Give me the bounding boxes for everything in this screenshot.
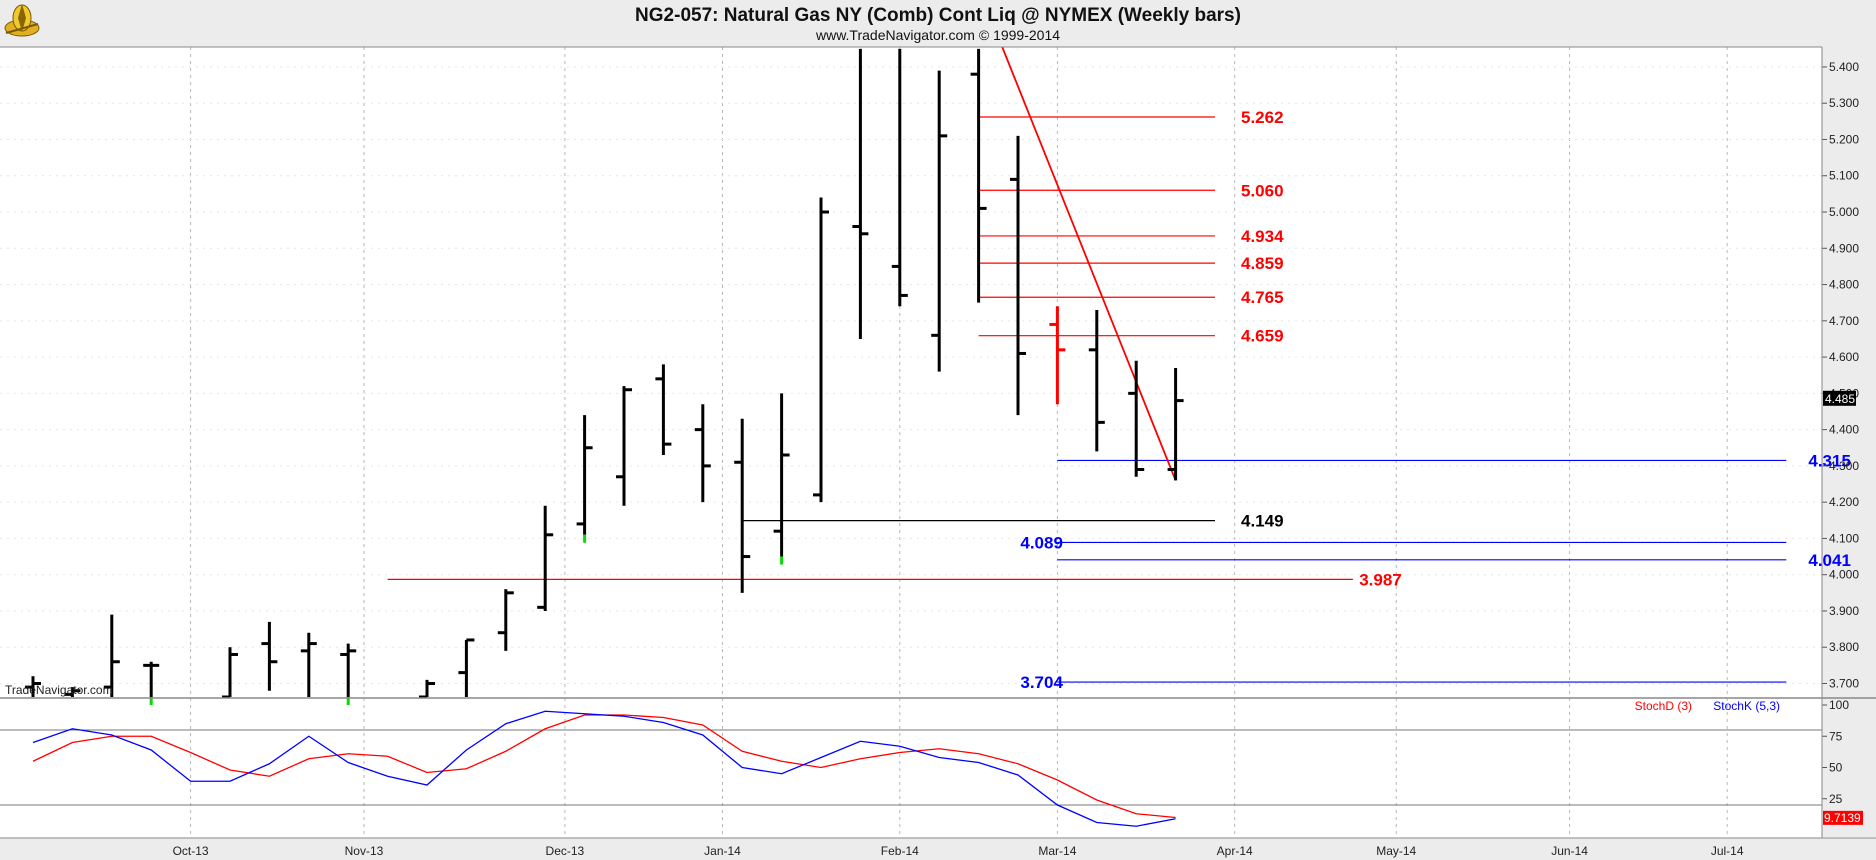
- x-tick-label: May-14: [1376, 844, 1416, 858]
- y-tick-label: 4.300: [1829, 459, 1859, 473]
- y-tick-label: 3.800: [1829, 640, 1859, 654]
- stoch-series-line: [32, 710, 1176, 827]
- y-tick-label: 4.600: [1829, 350, 1859, 364]
- stochastic-panel: 100 75 50 25 StochD (3) StochK (5,3) 9.7139: [0, 698, 1863, 827]
- chart-title: NG2-057: Natural Gas NY (Comb) Cont Liq …: [635, 5, 1241, 26]
- level-label: 4.765: [1241, 288, 1284, 307]
- ohlc-bar: [813, 197, 829, 503]
- y-tick-label: 5.200: [1829, 132, 1859, 146]
- ohlc-bar: [340, 643, 357, 705]
- x-axis-panel: [0, 838, 1876, 860]
- axes: Oct-13 Nov-13 Dec-13 Jan-14 Feb-14 Mar-14 Apr-…: [173, 60, 1860, 858]
- level-label: 4.934: [1241, 227, 1284, 246]
- ohlc-bar: [103, 614, 120, 697]
- y-tick-label: 4.700: [1829, 314, 1859, 328]
- ohlc-bar: [1088, 309, 1105, 452]
- trade-navigator-compass-logo-icon: [4, 4, 40, 37]
- ohlc-bar: [970, 48, 987, 303]
- level-label: 4.859: [1241, 254, 1284, 273]
- y-tick-label: 5.300: [1829, 96, 1859, 110]
- ohlc-bar: [931, 70, 948, 372]
- header-band: [0, 0, 1876, 47]
- trendline: [1001, 46, 1177, 481]
- ohlc-bar: [64, 687, 81, 697]
- ohlc-bar: [497, 589, 514, 651]
- level-label: 4.089: [1020, 533, 1063, 552]
- price-bars: [25, 48, 1184, 705]
- ohlc-bar: [655, 364, 672, 456]
- y-tick-label: 4.200: [1829, 495, 1859, 509]
- ohlc-bar: [852, 48, 869, 339]
- stoch-legend-entry: StochD (3): [1635, 699, 1692, 713]
- ohlc-bar: [694, 404, 711, 503]
- ohlc-bar: [891, 48, 908, 307]
- stoch-last-value-label: 9.7139: [1824, 811, 1861, 825]
- x-tick-label: Nov-13: [345, 844, 384, 858]
- last-price-marker: [1823, 390, 1856, 406]
- level-label: 5.060: [1241, 181, 1284, 200]
- x-tick-label: Dec-13: [546, 844, 585, 858]
- ohlc-bar: [222, 647, 238, 699]
- stoch-last-value-marker: [1823, 810, 1863, 825]
- level-label: 4.041: [1808, 551, 1851, 570]
- ohlc-bar: [537, 505, 554, 611]
- level-label: 4.149: [1241, 512, 1284, 531]
- chart-subtitle: www.TradeNavigator.com © 1999-2014: [815, 27, 1060, 43]
- ohlc-bar: [1049, 306, 1066, 405]
- x-tick-label: Feb-14: [881, 844, 919, 858]
- x-tick-label: Apr-14: [1217, 844, 1253, 858]
- ohlc-bar: [576, 415, 593, 543]
- level-lines: 5.262 5.060 4.934 4.859 4.765 4.659 4.315 4.149…: [387, 46, 1851, 692]
- stoch-legend-entry: StochK (5,3): [1713, 699, 1780, 713]
- stoch-tick-label: 25: [1829, 792, 1843, 806]
- ohlc-bar: [1010, 135, 1026, 416]
- y-tick-label: 4.400: [1829, 423, 1859, 437]
- x-tick-label: Jul-14: [1711, 844, 1744, 858]
- ohlc-bar: [300, 632, 317, 697]
- y-tick-label: 3.700: [1829, 676, 1859, 690]
- ohlc-bar: [458, 638, 475, 697]
- stoch-tick-label: 50: [1829, 761, 1843, 775]
- y-tick-label: 5.100: [1829, 169, 1859, 183]
- last-price-label: 4.485: [1825, 392, 1855, 406]
- level-label: 4.659: [1241, 327, 1284, 346]
- ohlc-bar: [616, 386, 632, 506]
- stoch-tick-label: 100: [1829, 698, 1849, 712]
- level-label: 4.315: [1808, 451, 1851, 470]
- x-tick-label: Mar-14: [1038, 844, 1076, 858]
- ohlc-bar: [419, 679, 435, 699]
- ohlc-bar: [1128, 360, 1145, 477]
- stoch-tick-label: 75: [1829, 729, 1843, 743]
- ohlc-bar: [734, 418, 751, 593]
- x-tick-label: Jun-14: [1551, 844, 1588, 858]
- y-axis-panel: [1822, 47, 1876, 837]
- grid: [0, 47, 1822, 838]
- y-tick-label: 4.000: [1829, 568, 1859, 582]
- ohlc-bar: [773, 393, 790, 565]
- ohlc-bar: [25, 676, 41, 697]
- x-tick-label: Jan-14: [704, 844, 741, 858]
- y-tick-label: 5.000: [1829, 205, 1859, 219]
- y-tick-label: 4.100: [1829, 531, 1859, 545]
- x-tick-label: Oct-13: [173, 844, 209, 858]
- level-label: 3.704: [1020, 673, 1063, 692]
- level-label: 3.987: [1359, 570, 1402, 589]
- y-tick-label: 3.900: [1829, 604, 1859, 618]
- ohlc-bar: [261, 621, 278, 691]
- ohlc-bar: [1167, 367, 1184, 481]
- y-tick-label: 4.900: [1829, 241, 1859, 255]
- y-tick-label: 5.400: [1829, 60, 1859, 74]
- level-label: 5.262: [1241, 108, 1284, 127]
- watermark: TradeNavigator.com: [5, 683, 113, 697]
- y-tick-label: 4.800: [1829, 278, 1859, 292]
